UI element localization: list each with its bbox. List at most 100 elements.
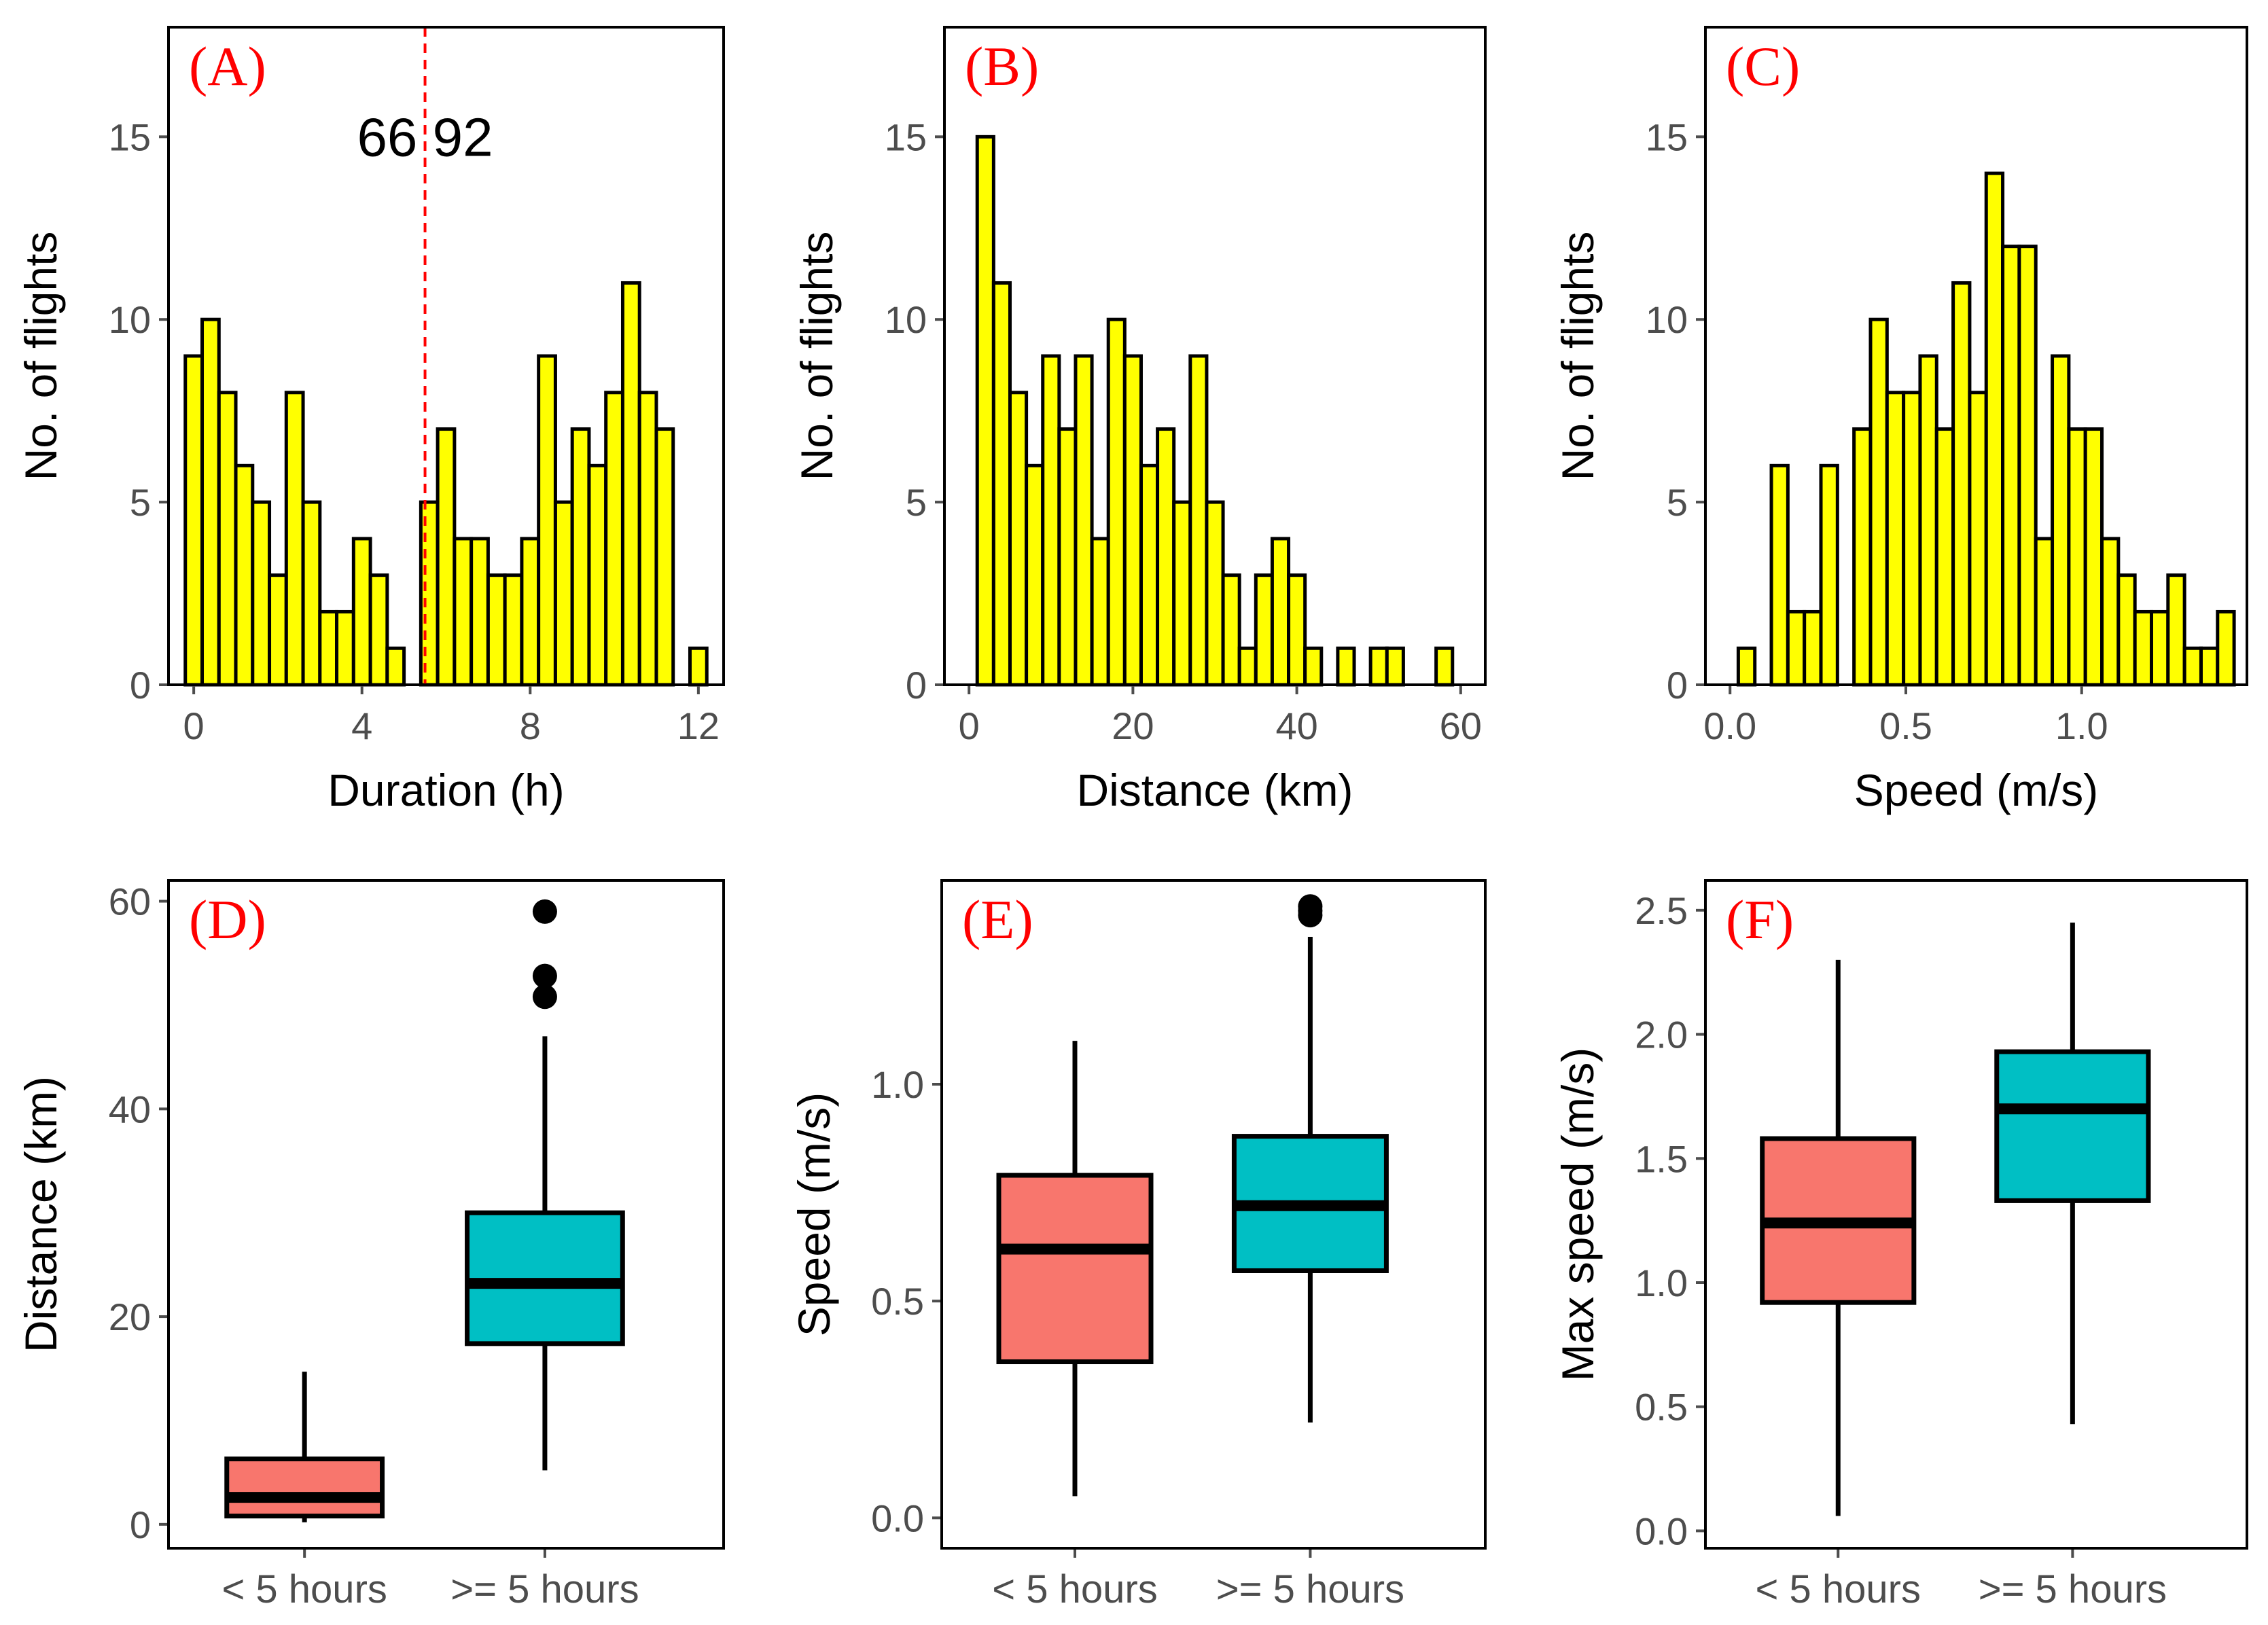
histogram-bar [284, 391, 305, 687]
histogram-bar [318, 609, 339, 687]
y-tick-label: 1.0 [871, 1063, 924, 1106]
histogram-bar [268, 573, 288, 687]
histogram-bar [1803, 609, 1823, 687]
histogram-bar [1902, 391, 1922, 687]
histogram-bar [1951, 281, 1972, 687]
y-tick-label: 5 [906, 481, 927, 524]
panel-frame [167, 26, 725, 686]
y-tick-label: 15 [885, 115, 927, 158]
y-tick-label: 0.0 [1635, 1510, 1688, 1552]
y-tick-label: 10 [109, 298, 151, 341]
histogram-bar [217, 391, 238, 687]
y-tick-label: 1.0 [1635, 1262, 1688, 1304]
histogram-bar [587, 463, 608, 687]
panel-c: 0.0 0.5 1.0 Speed (m/s) 0 5 10 15 No. of flights… [1553, 26, 2248, 815]
histogram-bar [1237, 646, 1258, 687]
x-tick-label: 0.0 [1703, 704, 1756, 747]
histogram-bar [1090, 537, 1110, 687]
histogram-bar [2149, 609, 2170, 687]
histogram-bar [1188, 354, 1209, 687]
histogram-bar [1074, 354, 1094, 687]
histogram-bar [604, 391, 624, 687]
histogram-bar [1205, 500, 1225, 687]
outlier-point [532, 984, 557, 1010]
histogram-bar [200, 317, 221, 687]
category-label: >= 5 hours [1216, 1567, 1404, 1611]
histogram-bar [2083, 427, 2104, 687]
y-tick-label: 5 [130, 481, 151, 524]
outlier-point [532, 963, 557, 988]
histogram-bar [1008, 391, 1029, 687]
annotation-text: 66 92 [357, 107, 493, 167]
histogram-bar [1221, 573, 1241, 687]
histogram-bar [1434, 646, 1455, 687]
y-tick-label: 0.5 [871, 1280, 924, 1323]
x-tick-label: 0.5 [1879, 704, 1932, 747]
histogram-bar [688, 646, 709, 687]
histogram-bar [1736, 646, 1757, 687]
histogram-bar [2051, 354, 2071, 687]
x-axis-label: Duration (h) [327, 765, 564, 815]
category-label: >= 5 hours [450, 1567, 639, 1611]
box-body [224, 1457, 385, 1519]
histogram-bar [1025, 463, 1045, 687]
y-tick-label: 0 [130, 1503, 151, 1546]
histogram-bar [1868, 317, 1889, 687]
y-tick-label: 0 [130, 664, 151, 707]
y-tick-label: 0 [906, 664, 927, 707]
y-axis-label: Speed (m/s) [789, 1092, 839, 1336]
histogram-bar [1934, 427, 1955, 687]
histogram-bar [975, 135, 995, 687]
histogram-bar [2067, 427, 2087, 687]
histogram-bar [469, 537, 490, 687]
histogram-bar [570, 427, 591, 687]
panel-label: (C) [1726, 35, 1800, 97]
histogram-bar [1368, 646, 1389, 687]
x-axis-label: Speed (m/s) [1854, 765, 2098, 815]
histogram-bar [1885, 391, 1906, 687]
y-axis-label: No. of flights [792, 232, 842, 481]
panel-f: < 5 hours >= 5 hours 0.0 0.5 1.0 1.5 2.0 2.5 Max… [1553, 879, 2248, 1611]
y-tick-label: 15 [109, 115, 151, 158]
x-tick-label: 1.0 [2055, 704, 2108, 747]
panel-label: (A) [189, 35, 266, 97]
histogram-bar [453, 537, 474, 687]
y-tick-label: 10 [1646, 298, 1688, 341]
histogram-bar [520, 537, 541, 687]
x-tick-label: 0 [183, 704, 205, 747]
y-tick-label: 2.5 [1635, 889, 1688, 932]
y-tick-label: 0 [1667, 664, 1688, 707]
histogram-bar [2116, 573, 2137, 687]
histogram-bar [1984, 171, 2005, 687]
histogram-bar [1057, 427, 1078, 687]
panel-b: 0 20 40 60 Distance (km) 0 5 10 15 No. of flights… [792, 26, 1487, 815]
x-tick-label: 0 [959, 704, 980, 747]
histogram-bar [301, 500, 322, 687]
y-axis-label: Distance (km) [16, 1076, 66, 1353]
y-axis-label: No. of flights [1553, 232, 1603, 481]
box-body [1994, 1049, 2151, 1203]
histogram-bar [1819, 463, 1839, 687]
histogram-bar [1106, 317, 1127, 687]
histogram-bar [2133, 609, 2153, 687]
histogram-bar [637, 391, 658, 687]
histogram-bar [2034, 537, 2055, 687]
x-tick-label: 8 [520, 704, 541, 747]
y-tick-label: 10 [885, 298, 927, 341]
histogram-bar [1156, 427, 1176, 687]
histogram-bar [351, 537, 372, 687]
histogram-bar [486, 573, 507, 687]
panel-frame [1704, 26, 2248, 686]
y-tick-label: 5 [1667, 481, 1688, 524]
histogram-bar [335, 609, 355, 687]
histogram-bar [2017, 245, 2038, 687]
y-axis-label: No. of flights [16, 232, 66, 481]
histogram-bar [1852, 427, 1873, 687]
x-tick-label: 60 [1440, 704, 1482, 747]
histogram-bar [1968, 391, 1988, 687]
x-tick-label: 20 [1112, 704, 1154, 747]
panel-frame [940, 879, 1487, 1550]
x-tick-label: 12 [677, 704, 720, 747]
histogram-bar [251, 500, 272, 687]
